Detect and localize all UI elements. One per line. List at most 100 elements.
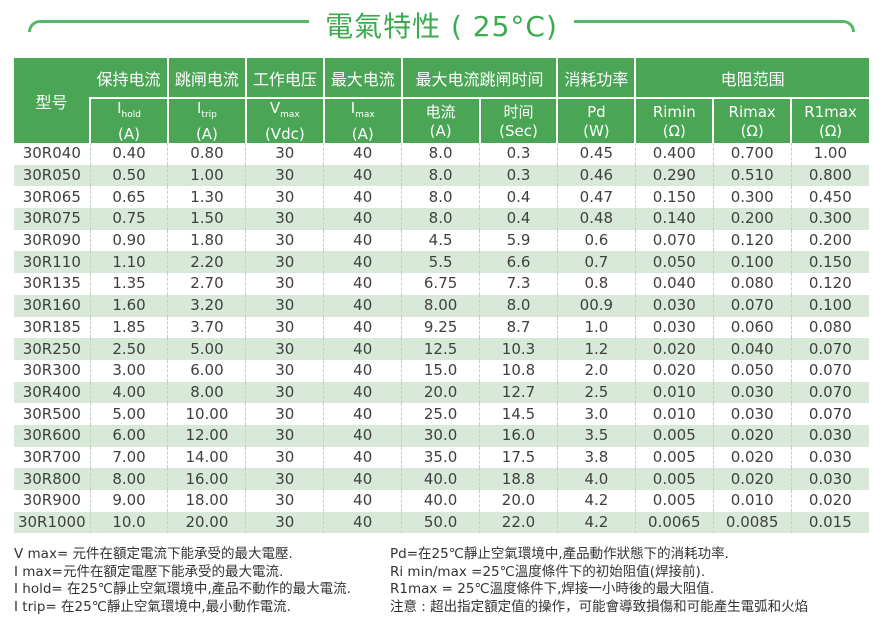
col-group-power-dissipation: 消耗功率 [556,58,636,98]
table-row: 30R1000 10.0 20.00 30 40 50.0 22.0 4.2 0.0065 0.0… [14,511,869,534]
value-cell: 0.050 [634,251,714,274]
title-decor-line-right [573,20,855,32]
value-cell: 30 [245,273,324,295]
value-cell: 30 [245,446,324,469]
value-cell: 0.070 [634,229,714,252]
value-cell: 0.020 [634,359,714,382]
table-row: 30R050 0.50 1.00 30 40 8.0 0.3 0.46 0.290 0.510 0.… [14,164,869,187]
value-cell: 2.50 [89,338,168,360]
value-cell: 3.70 [167,316,246,339]
footnotes-left: V max= 元件在額定電流下能承受的最大電壓. I max=元件在額定電壓下能… [14,546,390,616]
col-group-max-current: 最大电流 [322,58,402,98]
value-cell: 2.20 [167,251,246,274]
value-cell: 1.35 [89,273,168,295]
value-cell: 0.48 [556,208,636,230]
value-cell: 0.450 [790,186,869,209]
table-row: 30R160 1.60 3.20 30 40 8.00 8.0 00.9 0.030 0.070 0… [14,294,869,317]
value-cell: 2.5 [556,381,636,404]
value-cell: 40 [323,468,402,490]
value-cell: 0.200 [712,208,792,230]
value-cell: 20.0 [401,381,480,404]
value-cell: 0.150 [790,251,869,274]
value-cell: 40 [323,403,402,425]
value-cell: 8.0 [479,294,558,317]
value-cell: 30 [245,229,324,252]
value-cell: 0.80 [167,143,246,165]
value-cell: 0.45 [556,143,636,165]
table-header: 型号 保持电流 跳闸电流 工作电压 最大电流 最大电流跳闸时间 消耗功率 电阻范… [14,58,869,143]
value-cell: 0.800 [790,164,869,187]
value-cell: 8.0 [401,143,480,165]
model-cell: 30R160 [22,296,81,315]
value-cell: 14.00 [167,446,246,469]
value-cell: 10.8 [479,359,558,382]
col-subheader-ihold: Ihold (A) [89,97,168,143]
value-cell: 2.0 [556,359,636,382]
value-cell: 0.700 [712,143,792,165]
value-cell: 0.8 [556,273,636,295]
value-cell: 40 [323,143,402,165]
value-cell: 8.7 [479,316,558,339]
value-cell: 3.20 [167,294,246,317]
value-cell: 40 [323,294,402,317]
value-cell: 1.60 [89,294,168,317]
value-cell: 40 [323,359,402,382]
value-cell: 7.00 [89,446,168,469]
col-subheader-trip-time: 时间 (Sec) [478,97,558,143]
value-cell: 40 [323,251,402,274]
model-cell: 30R065 [22,187,81,206]
value-cell: 6.00 [167,359,246,382]
table-row: 30R065 0.65 1.30 30 40 8.0 0.4 0.47 0.150 0.300 0.… [14,186,869,209]
footnote-ihold: I hold= 在25℃靜止空氣環境中,產品不動作的最大電流. [14,581,351,598]
value-cell: 3.00 [89,359,168,382]
value-cell: 30 [245,468,324,490]
table-row: 30R040 0.40 0.80 30 40 8.0 0.3 0.45 0.400 0.700 1.… [14,143,869,165]
value-cell: 0.100 [790,294,869,317]
value-cell: 7.3 [479,273,558,295]
value-cell: 0.510 [712,164,792,187]
table-body: 30R040 0.40 0.80 30 40 8.0 0.3 0.45 0.400 0.700 1.… [14,143,869,534]
table-row: 30R185 1.85 3.70 30 40 9.25 8.7 1.0 0.030 0.060 0.… [14,316,869,339]
value-cell: 30 [245,490,324,512]
value-cell: 0.070 [712,294,792,317]
value-cell: 15.0 [401,359,480,382]
table-row: 30R800 8.00 16.00 30 40 40.0 18.8 4.0 0.005 0.020… [14,468,869,490]
value-cell: 8.0 [401,164,480,187]
value-cell: 0.150 [634,186,714,209]
value-cell: 30 [245,294,324,317]
value-cell: 0.300 [712,186,792,209]
col-group-trip-current: 跳闸电流 [166,58,246,98]
value-cell: 40 [323,511,402,534]
value-cell: 9.00 [89,490,168,512]
model-cell: 30R135 [22,274,81,293]
value-cell: 40 [323,186,402,209]
value-cell: 30 [245,143,324,165]
value-cell: 35.0 [401,446,480,469]
value-cell: 14.5 [479,403,558,425]
value-cell: 4.2 [556,511,636,534]
model-cell: 30R250 [22,339,81,358]
value-cell: 30 [245,338,324,360]
value-cell: 30 [245,403,324,425]
table-row: 30R110 1.10 2.20 30 40 5.5 6.6 0.7 0.050 0.100 0.1… [14,251,869,274]
value-cell: 0.020 [712,468,792,490]
value-cell: 10.0 [89,511,168,534]
value-cell: 1.2 [556,338,636,360]
value-cell: 1.30 [167,186,246,209]
model-cell: 30R700 [22,447,81,466]
value-cell: 0.140 [634,208,714,230]
electrical-characteristics-table: 型号 保持电流 跳闸电流 工作电压 最大电流 最大电流跳闸时间 消耗功率 电阻范… [14,58,869,534]
value-cell: 40 [323,446,402,469]
value-cell: 40 [323,424,402,447]
value-cell: 30 [245,424,324,447]
value-cell: 6.00 [89,424,168,447]
value-cell: 30 [245,381,324,404]
value-cell: 30 [245,511,324,534]
value-cell: 3.0 [556,403,636,425]
table-row: 30R900 9.00 18.00 30 40 40.0 20.0 4.2 0.005 0.010… [14,490,869,512]
value-cell: 0.40 [89,143,168,165]
col-subheader-pd: Pd (W) [556,97,636,143]
col-group-resistance-range: 电阻范围 [634,58,869,98]
value-cell: 0.6 [556,229,636,252]
